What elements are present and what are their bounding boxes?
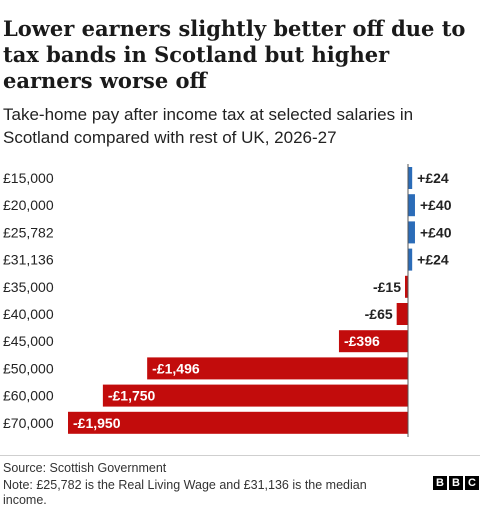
bbc-logo: B B C [433,476,479,490]
category-label: £70,000 [3,415,54,431]
data-label: +£40 [420,224,452,240]
category-label: £31,136 [3,252,54,268]
data-label: -£15 [373,279,401,295]
data-label: -£1,950 [73,415,121,431]
chart-note: Note: £25,782 is the Real Living Wage an… [3,478,367,507]
category-label: £60,000 [3,388,54,404]
bar [147,357,408,380]
category-label: £20,000 [3,197,54,213]
bar [338,330,408,353]
data-label: -£1,496 [152,360,200,376]
bbc-logo-letter: B [433,476,447,490]
category-label: £15,000 [3,170,54,186]
category-label: £40,000 [3,306,54,322]
data-label: +£24 [417,170,449,186]
source-note: Source: Scottish Government [3,461,167,475]
bar [396,303,408,325]
chart-subtitle: Take-home pay after income tax at select… [3,105,414,147]
data-label: +£40 [420,197,452,213]
category-label: £45,000 [3,333,54,349]
bar-chart: £15,000 +£24 £20,000 +£40 £25,782 +£40 £31,136… [3,164,452,437]
data-label: -£396 [344,333,380,349]
data-label: -£65 [365,306,393,322]
bbc-logo-letter: B [449,476,463,490]
bar [408,167,413,189]
data-label: +£24 [417,252,449,268]
bar [408,221,415,244]
category-label: £50,000 [3,360,54,376]
chart-title: Lower earners slightly better off due to… [3,16,466,93]
bar [102,384,408,407]
footer-divider [0,455,480,456]
category-label: £25,782 [3,224,54,240]
bar [68,411,408,434]
category-label: £35,000 [3,279,54,295]
data-label: -£1,750 [108,388,156,404]
bar [408,194,415,217]
bbc-logo-letter: C [465,476,479,490]
bar [405,275,408,298]
bar [408,248,413,271]
